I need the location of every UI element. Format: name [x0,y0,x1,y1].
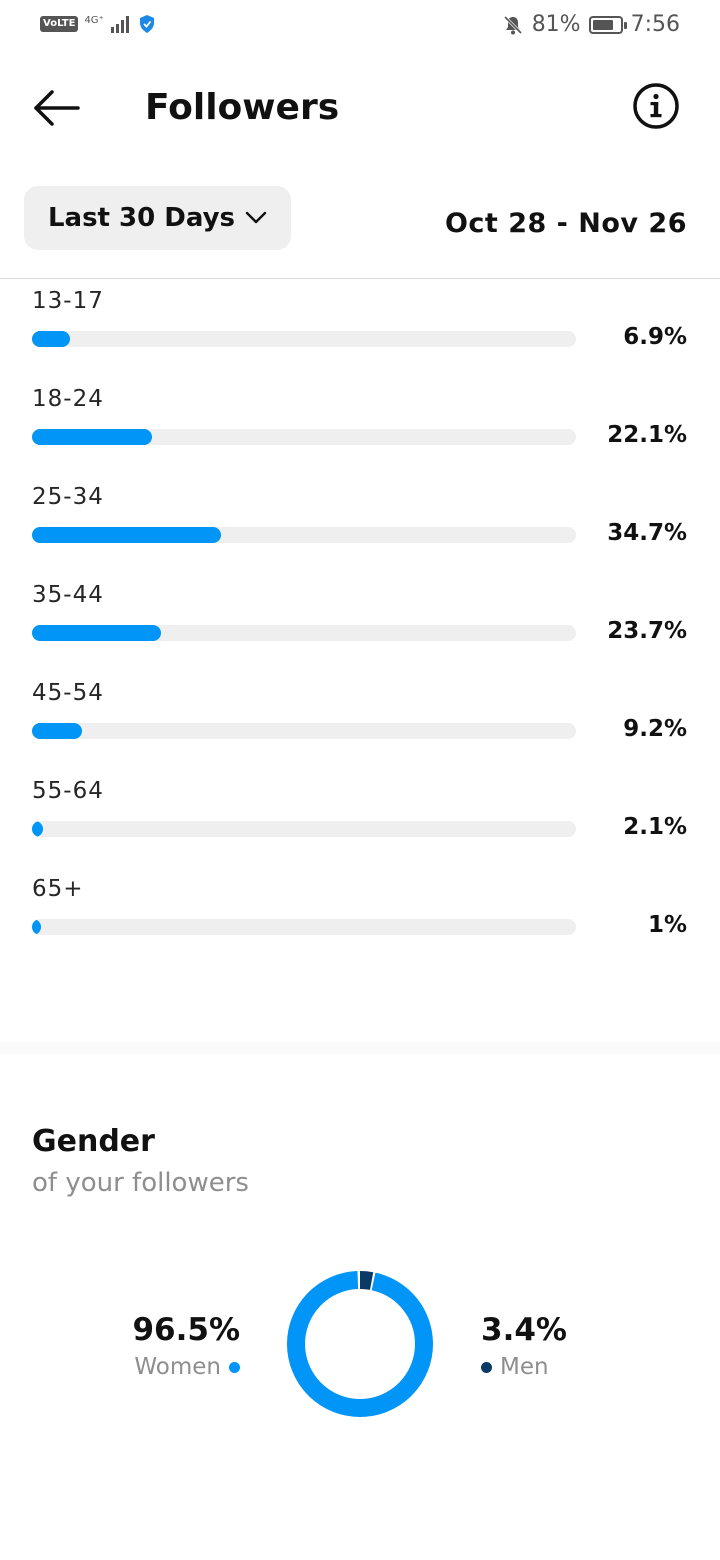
age-bar-fill [32,625,161,641]
women-label: Women [134,1354,221,1380]
age-range-list: 13-17 6.9% 18-24 22.1% 25-34 34.7% 35-44 23.7% 4… [0,280,720,966]
date-range-text: Oct 28 - Nov 26 [444,208,687,239]
gender-donut-chart [287,1271,433,1417]
age-bar-track [32,821,576,837]
battery-percent: 81% [531,12,581,37]
men-segment [287,1271,433,1417]
women-legend: Women [134,1354,240,1380]
age-range-value: 22.1% [607,422,687,448]
men-legend: Men [481,1354,549,1380]
signal-icon [110,16,129,33]
age-range-value: 1% [647,912,687,938]
gender-subtitle: of your followers [32,1168,249,1198]
age-bar-fill [32,919,41,935]
shield-icon [139,15,154,33]
age-range-row: 65+ 1% [0,868,720,966]
date-range-label: Last 30 Days [47,203,236,233]
divider [0,278,720,279]
clock: 7:56 [630,12,680,37]
age-range-row: 13-17 6.9% [0,280,720,378]
app-header: Followers [0,60,720,156]
women-percent: 96.5% [132,1312,240,1348]
age-range-label: 25-34 [32,484,104,510]
age-bar-fill [32,429,153,445]
age-range-label: 35-44 [32,582,104,608]
age-range-value: 9.2% [623,716,687,742]
age-bar-fill [32,527,221,543]
status-left: VoLTE 4G⁺ [40,14,156,34]
age-bar-track [32,919,576,935]
age-bar-track [32,527,576,543]
women-dot [229,1361,240,1373]
network-type: 4G⁺ [84,14,104,26]
age-bar-track [32,331,576,347]
battery-icon [588,15,627,34]
age-range-row: 35-44 23.7% [0,574,720,672]
page-title: Followers [145,87,340,128]
age-bar-track [32,429,576,445]
men-label: Men [500,1354,549,1380]
bell-off-icon [503,15,522,34]
age-range-row: 55-64 2.1% [0,770,720,868]
age-bar-fill [32,723,83,739]
date-range-dropdown[interactable]: Last 30 Days [24,186,291,250]
info-icon [633,83,679,129]
battery-level [592,19,613,30]
age-range-label: 18-24 [32,386,104,412]
age-range-row: 25-34 34.7% [0,476,720,574]
chevron-down-icon [245,211,267,224]
volte-badge: VoLTE [40,16,79,32]
arrow-left-icon [34,90,80,126]
age-range-label: 55-64 [32,778,104,804]
age-bar-fill [32,331,70,347]
status-right: 81% 7:56 [502,12,680,37]
men-dot [481,1361,492,1373]
age-bar-track [32,625,576,641]
age-bar-fill [32,821,44,837]
age-range-value: 34.7% [607,520,687,546]
age-range-value: 23.7% [607,618,687,644]
age-range-value: 2.1% [623,814,687,840]
age-range-label: 65+ [32,876,84,902]
men-percent: 3.4% [481,1312,567,1348]
status-bar: VoLTE 4G⁺ 81% 7:5 [0,0,720,54]
gender-title: Gender [32,1124,155,1159]
back-button[interactable] [28,84,84,132]
age-range-label: 13-17 [32,288,104,314]
age-range-row: 18-24 22.1% [0,378,720,476]
section-separator [0,1042,720,1054]
age-range-label: 45-54 [32,680,104,706]
age-range-row: 45-54 9.2% [0,672,720,770]
info-button[interactable] [632,82,680,130]
age-bar-track [32,723,576,739]
women-segment [287,1271,433,1417]
age-range-value: 6.9% [623,324,687,350]
